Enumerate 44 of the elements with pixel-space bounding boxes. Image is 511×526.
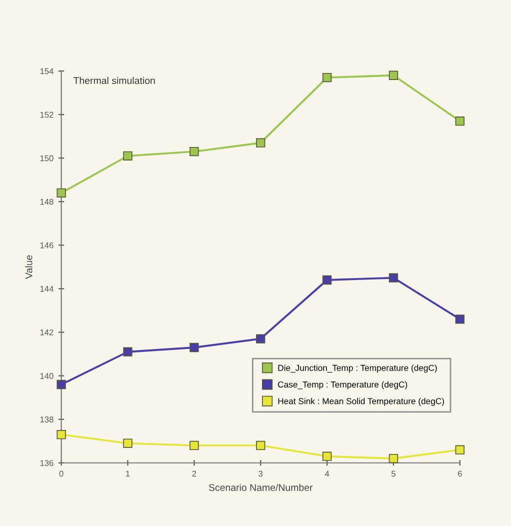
y-axis-title: Value (25, 255, 32, 279)
y-tick-label: 144 (40, 286, 54, 292)
point (322, 452, 332, 461)
point (322, 275, 332, 285)
point (388, 273, 398, 282)
y-tick-label: 150 (40, 155, 54, 162)
point (256, 440, 266, 450)
point (190, 146, 199, 156)
y-tick-label: 140 (40, 373, 54, 379)
x-tick-label: 0 (59, 470, 64, 477)
legend-label: Case_Temp : Temperature (degC) (278, 381, 408, 390)
y-tick-label: 148 (40, 198, 54, 205)
point (256, 138, 266, 148)
point (388, 70, 398, 80)
x-tick-label: 1 (126, 470, 130, 477)
x-tick-label: 5 (391, 470, 396, 477)
point (56, 380, 66, 390)
point (322, 72, 332, 82)
y-tick-label: 142 (40, 329, 54, 336)
point (123, 347, 132, 356)
y-tick-label: 136 (40, 460, 54, 466)
point (190, 342, 199, 352)
x-tick-label: 6 (458, 470, 462, 477)
y-tick-label: 138 (40, 416, 54, 422)
point (455, 445, 464, 454)
x-axis-title: Scenario Name/Number (208, 484, 313, 491)
x-tick-label: 3 (258, 470, 263, 477)
point (56, 188, 66, 198)
point (190, 440, 199, 450)
point (455, 116, 464, 126)
point (388, 454, 398, 464)
point (123, 438, 132, 448)
y-tick-label: 146 (40, 242, 54, 248)
point (56, 430, 66, 440)
legend-label: Heat Sink : Mean Solid Temperature (degC) (278, 398, 444, 406)
legend-label: Die_Junction_Temp : Temperature (degC) (278, 364, 437, 373)
point (455, 314, 464, 324)
point (256, 334, 266, 344)
y-tick-label: 152 (40, 112, 54, 118)
x-tick-label: 4 (324, 470, 330, 477)
chart-title: Thermal simulation (73, 76, 155, 84)
point (123, 151, 132, 160)
y-tick-label: 154 (40, 68, 54, 74)
x-tick-label: 2 (192, 470, 196, 477)
